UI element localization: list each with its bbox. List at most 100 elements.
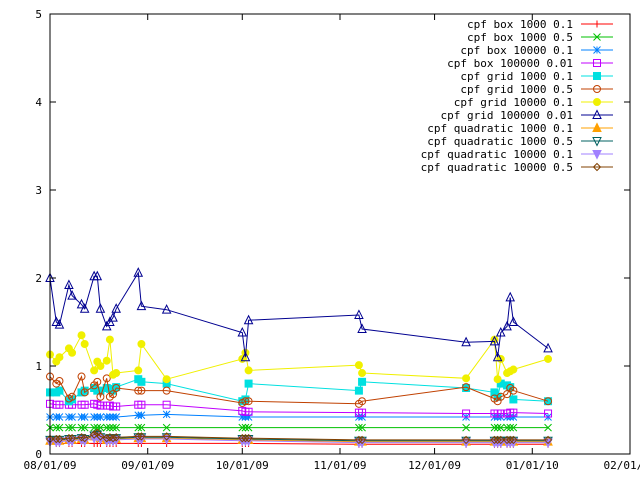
data-point — [55, 400, 64, 409]
data-point — [495, 326, 506, 337]
legend-marker — [592, 122, 602, 132]
data-point — [102, 374, 111, 383]
legend-label: cpf quadratic 1000 0.5 — [427, 135, 573, 148]
data-point — [244, 423, 253, 432]
legend-label: cpf box 100000 0.01 — [447, 57, 573, 70]
data-point — [80, 388, 89, 397]
x-tick-label: 02/01/10 — [604, 459, 640, 472]
series-12 — [45, 428, 553, 445]
data-point — [80, 400, 89, 409]
data-point — [134, 386, 143, 395]
data-point — [137, 432, 146, 441]
data-point — [509, 395, 518, 404]
data-point — [96, 413, 105, 421]
data-point — [137, 386, 146, 395]
data-point — [496, 435, 505, 445]
series-4 — [46, 399, 553, 418]
legend-entry: cpf box 1000 0.5 — [467, 31, 613, 44]
data-point — [68, 423, 76, 432]
x-tick-label: 09/01/09 — [121, 459, 174, 472]
data-point — [244, 433, 253, 443]
data-point — [358, 377, 367, 386]
data-point — [67, 289, 77, 300]
data-point — [137, 340, 146, 348]
data-point — [137, 400, 146, 409]
series-line — [49, 271, 549, 358]
data-point — [493, 423, 502, 432]
data-point — [80, 413, 89, 421]
data-point — [509, 386, 518, 395]
series-7 — [46, 331, 553, 384]
data-point — [162, 375, 171, 384]
data-point — [64, 433, 74, 443]
series-layer — [45, 267, 553, 449]
legend-entry: cpf quadratic 1000 0.1 — [427, 122, 613, 135]
data-point — [95, 303, 106, 313]
series-line — [50, 442, 548, 445]
legend-marker — [593, 72, 601, 80]
data-point — [65, 423, 73, 432]
data-point — [496, 409, 505, 418]
data-point — [55, 413, 64, 421]
data-point — [137, 411, 146, 420]
data-point — [508, 316, 519, 326]
data-point — [509, 423, 518, 432]
data-point — [55, 353, 64, 362]
data-point — [358, 413, 366, 421]
y-tick-label: 0 — [35, 448, 42, 461]
data-point — [112, 369, 121, 378]
x-tick-label: 12/01/09 — [408, 459, 461, 472]
data-point — [244, 407, 253, 416]
data-point — [244, 413, 253, 421]
data-point — [241, 433, 250, 443]
legend-marker — [592, 137, 602, 147]
data-point — [357, 323, 367, 334]
x-tick-label: 08/01/09 — [24, 459, 77, 472]
data-point — [68, 413, 76, 421]
series-5 — [46, 375, 553, 406]
legend-entry: cpf grid 1000 0.1 — [460, 70, 613, 83]
data-point — [240, 351, 251, 362]
data-point — [92, 270, 103, 281]
data-point — [544, 354, 553, 363]
legend-label: cpf quadratic 10000 0.5 — [421, 161, 573, 174]
data-point — [244, 397, 253, 406]
data-point — [543, 342, 553, 353]
data-point — [55, 376, 64, 385]
data-point — [96, 392, 105, 401]
data-point — [55, 434, 64, 444]
data-point — [490, 435, 499, 445]
data-point — [112, 384, 121, 392]
data-point — [80, 423, 89, 432]
data-point — [493, 375, 502, 384]
data-point — [55, 423, 64, 432]
legend-label: cpf grid 10000 0.1 — [454, 96, 573, 109]
y-tick-label: 4 — [35, 96, 42, 109]
data-point — [244, 366, 253, 375]
series-line — [49, 403, 549, 414]
data-point — [80, 433, 89, 443]
legend-entry: cpf quadratic 10000 0.1 — [421, 148, 613, 161]
data-point — [93, 377, 102, 386]
data-point — [93, 423, 102, 432]
data-point — [503, 390, 512, 399]
legend-marker — [593, 59, 601, 67]
data-point — [133, 267, 144, 277]
legend-label: cpf grid 100000 0.01 — [441, 109, 573, 122]
series-6 — [46, 372, 553, 408]
data-point — [64, 279, 74, 290]
data-point — [76, 298, 87, 309]
data-point — [112, 413, 121, 421]
data-point — [96, 432, 105, 441]
data-point — [241, 397, 250, 406]
legend-marker — [592, 162, 602, 172]
data-point — [68, 392, 77, 401]
legend-label: cpf quadratic 1000 0.1 — [427, 122, 573, 135]
data-point — [357, 435, 367, 445]
data-point — [462, 374, 471, 383]
data-point — [52, 434, 61, 444]
data-point — [79, 303, 90, 313]
data-point — [55, 386, 64, 395]
